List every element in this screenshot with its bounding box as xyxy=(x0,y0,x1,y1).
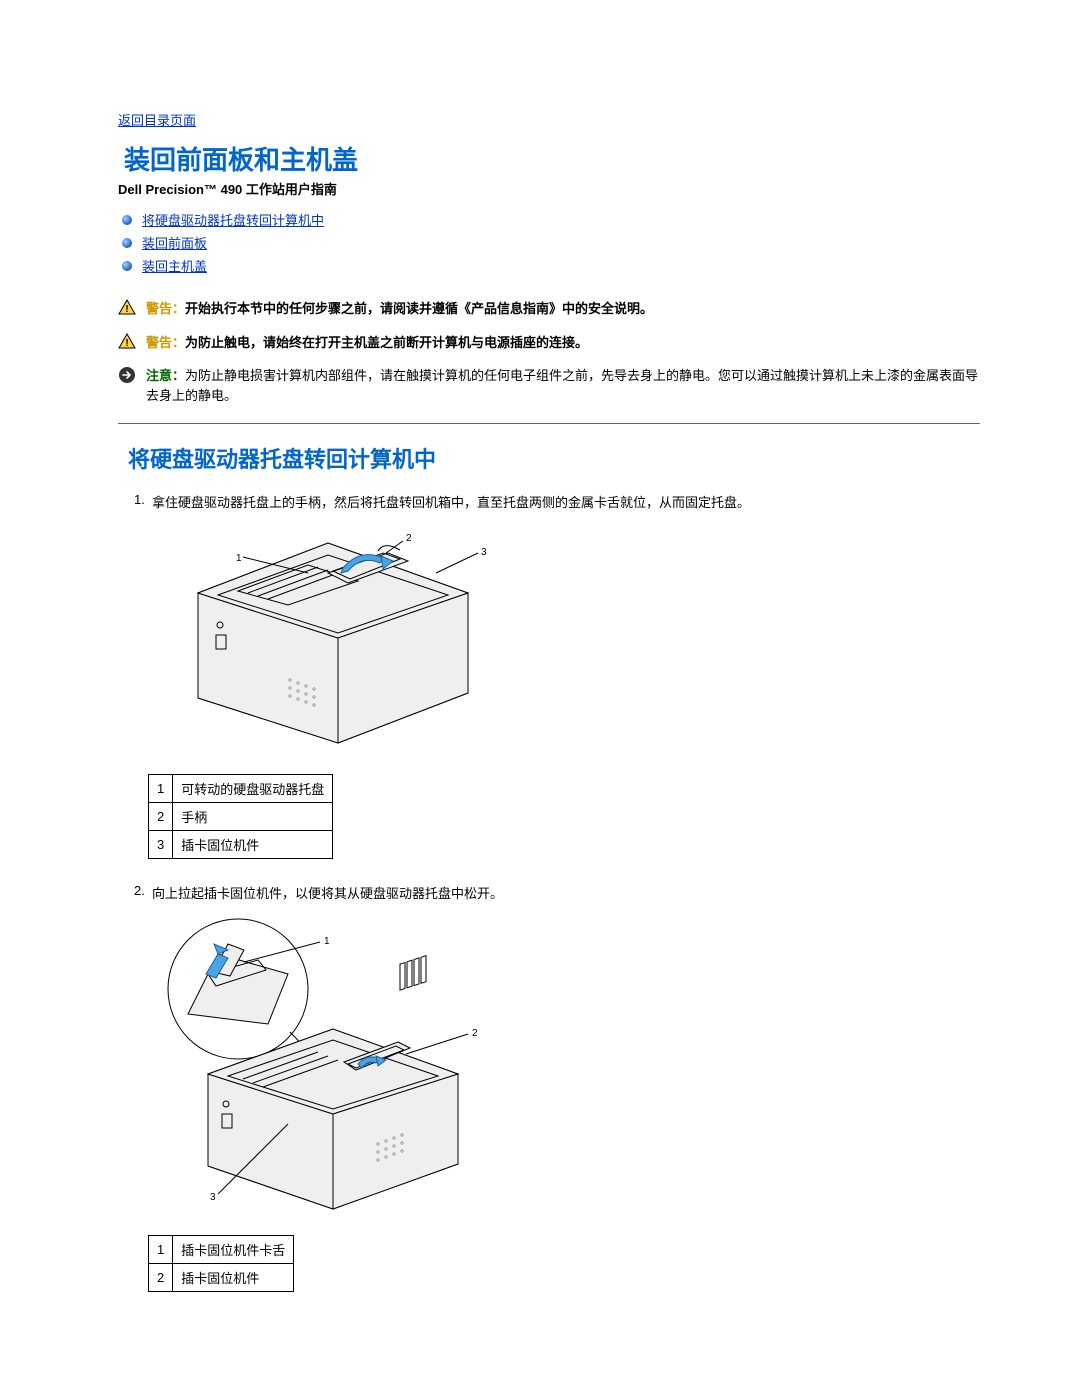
figure-1-table: 1 可转动的硬盘驱动器托盘 2 手柄 3 插卡固位机件 xyxy=(148,774,333,859)
table-row: 3 插卡固位机件 xyxy=(149,831,333,859)
warning-icon: ! xyxy=(118,299,140,315)
table-cell-text: 插卡固位机件 xyxy=(173,1264,294,1292)
callout-label-1: 1 xyxy=(236,553,242,564)
notice-lead: 注意： xyxy=(146,368,185,383)
table-cell-text: 手柄 xyxy=(173,803,333,831)
callout-text: 注意：为防止静电损害计算机内部组件，请在触摸计算机的任何电子组件之前，先导去身上… xyxy=(146,366,980,405)
table-cell-num: 2 xyxy=(149,1264,173,1292)
table-cell-num: 1 xyxy=(149,1236,173,1264)
warning-body: 开始执行本节中的任何步骤之前，请阅读并遵循《产品信息指南》中的安全说明。 xyxy=(185,301,653,316)
divider xyxy=(118,423,980,424)
svg-text:!: ! xyxy=(125,304,128,315)
warning-2: ! 警告：为防止触电，请始终在打开主机盖之前断开计算机与电源插座的连接。 xyxy=(118,333,980,353)
callout-label-3: 3 xyxy=(210,1192,216,1203)
notice-body: 为防止静电损害计算机内部组件，请在触摸计算机的任何电子组件之前，先导去身上的静电… xyxy=(146,368,978,403)
back-link[interactable]: 返回目录页面 xyxy=(118,113,196,128)
step-text: 拿住硬盘驱动器托盘上的手柄，然后将托盘转回机箱中，直至托盘两侧的金属卡舌就位，从… xyxy=(152,492,750,511)
step-2: 2. 向上拉起插卡固位机件，以便将其从硬盘驱动器托盘中松开。 xyxy=(134,883,980,902)
table-cell-text: 可转动的硬盘驱动器托盘 xyxy=(173,775,333,803)
warning-1: ! 警告：开始执行本节中的任何步骤之前，请阅读并遵循《产品信息指南》中的安全说明… xyxy=(118,299,980,319)
step-1: 1. 拿住硬盘驱动器托盘上的手柄，然后将托盘转回机箱中，直至托盘两侧的金属卡舌就… xyxy=(134,492,980,511)
toc-item: 装回主机盖 xyxy=(118,256,980,275)
page-subtitle: Dell Precision™ 490 工作站用户指南 xyxy=(118,179,980,198)
callout-label-1: 1 xyxy=(324,936,330,947)
svg-text:!: ! xyxy=(125,338,128,349)
callout-text: 警告：为防止触电，请始终在打开主机盖之前断开计算机与电源插座的连接。 xyxy=(146,333,588,353)
table-cell-text: 插卡固位机件 xyxy=(173,831,333,859)
document-page: 返回目录页面 装回前面板和主机盖 Dell Precision™ 490 工作站… xyxy=(0,0,1080,1356)
notice-1: 注意：为防止静电损害计算机内部组件，请在触摸计算机的任何电子组件之前，先导去身上… xyxy=(118,366,980,405)
table-row: 1 插卡固位机件卡舌 xyxy=(149,1236,294,1264)
warning-icon: ! xyxy=(118,333,140,349)
toc-list: 将硬盘驱动器托盘转回计算机中 装回前面板 装回主机盖 xyxy=(118,210,980,275)
figure-2-table: 1 插卡固位机件卡舌 2 插卡固位机件 xyxy=(148,1235,294,1292)
warning-body: 为防止触电，请始终在打开主机盖之前断开计算机与电源插座的连接。 xyxy=(185,335,588,350)
section-title: 将硬盘驱动器托盘转回计算机中 xyxy=(128,442,980,474)
bullet-icon xyxy=(122,215,132,225)
table-cell-num: 1 xyxy=(149,775,173,803)
step-number: 2. xyxy=(134,883,152,902)
table-cell-text: 插卡固位机件卡舌 xyxy=(173,1236,294,1264)
step-number: 1. xyxy=(134,492,152,511)
warning-lead: 警告： xyxy=(146,301,185,316)
callout-text: 警告：开始执行本节中的任何步骤之前，请阅读并遵循《产品信息指南》中的安全说明。 xyxy=(146,299,653,319)
table-cell-num: 2 xyxy=(149,803,173,831)
notice-icon xyxy=(118,366,140,384)
table-cell-num: 3 xyxy=(149,831,173,859)
figure-2-svg: 1 2 3 xyxy=(148,914,488,1214)
callout-label-2: 2 xyxy=(406,533,412,544)
table-row: 2 手柄 xyxy=(149,803,333,831)
toc-link[interactable]: 装回前面板 xyxy=(142,233,207,252)
warning-lead: 警告： xyxy=(146,335,185,350)
table-row: 1 可转动的硬盘驱动器托盘 xyxy=(149,775,333,803)
toc-link[interactable]: 装回主机盖 xyxy=(142,256,207,275)
bullet-icon xyxy=(122,238,132,248)
callout-label-2: 2 xyxy=(472,1028,478,1039)
toc-link[interactable]: 将硬盘驱动器托盘转回计算机中 xyxy=(142,210,324,229)
toc-item: 将硬盘驱动器托盘转回计算机中 xyxy=(118,210,980,229)
toc-item: 装回前面板 xyxy=(118,233,980,252)
figure-1: 1 2 3 1 可转动的硬盘驱动器托盘 2 手柄 3 插卡固位机件 xyxy=(148,523,980,859)
table-row: 2 插卡固位机件 xyxy=(149,1264,294,1292)
step-text: 向上拉起插卡固位机件，以便将其从硬盘驱动器托盘中松开。 xyxy=(152,883,503,902)
callout-label-3: 3 xyxy=(481,547,487,558)
figure-2: 1 2 3 1 插卡固位机件卡舌 2 插卡固位机件 xyxy=(148,914,980,1292)
page-title: 装回前面板和主机盖 xyxy=(124,140,980,177)
callout-block: ! 警告：开始执行本节中的任何步骤之前，请阅读并遵循《产品信息指南》中的安全说明… xyxy=(118,299,980,405)
figure-1-svg: 1 2 3 xyxy=(148,523,488,753)
bullet-icon xyxy=(122,261,132,271)
